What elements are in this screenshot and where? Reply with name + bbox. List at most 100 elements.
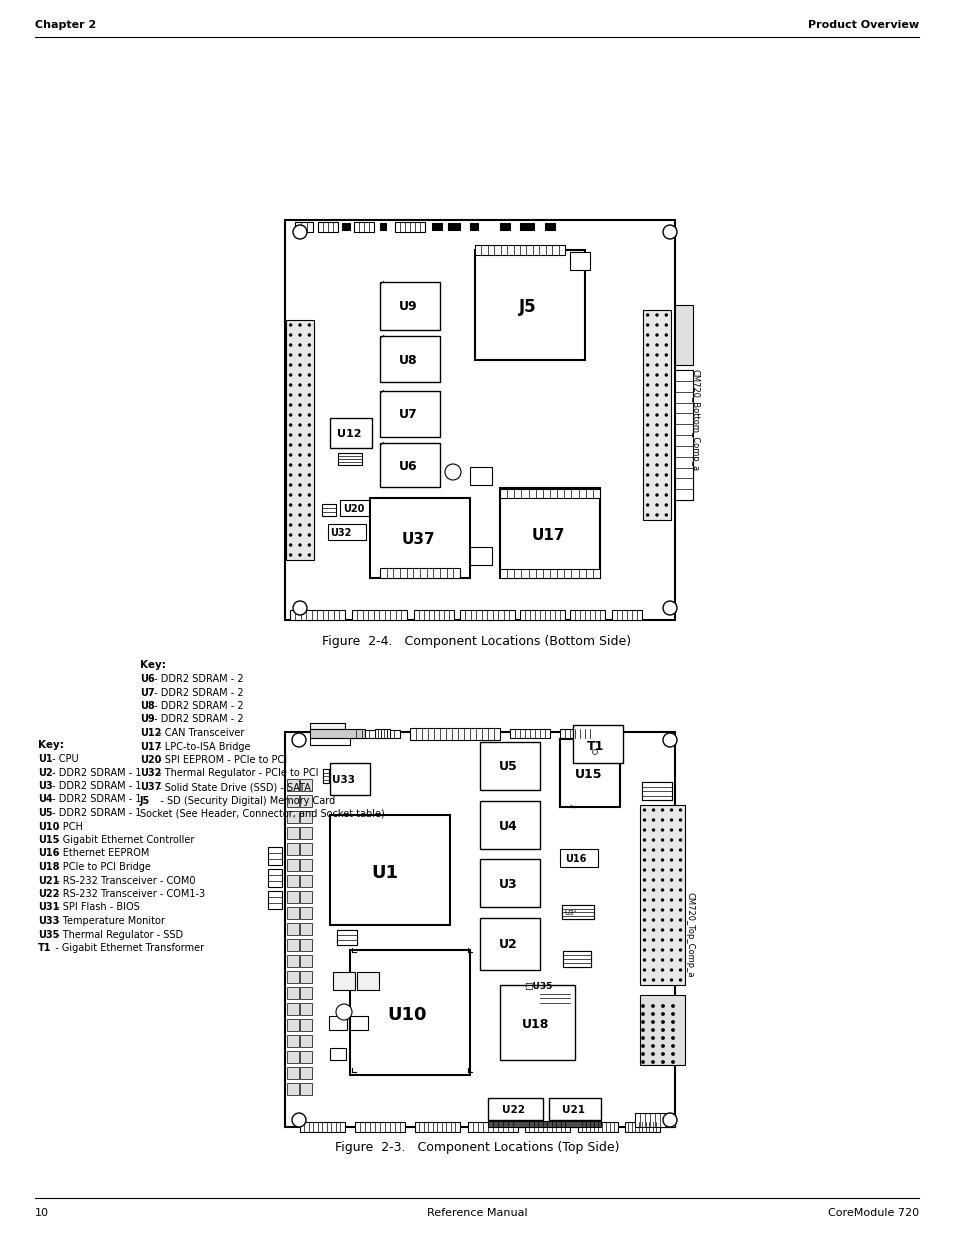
Circle shape — [290, 464, 292, 466]
Circle shape — [664, 333, 667, 336]
Bar — [350, 1016, 368, 1030]
Circle shape — [290, 514, 292, 516]
Bar — [287, 795, 298, 806]
Text: U4: U4 — [38, 794, 52, 804]
Bar — [470, 467, 492, 485]
Bar — [317, 222, 337, 232]
Circle shape — [671, 1061, 674, 1063]
Text: U7: U7 — [140, 688, 154, 698]
Circle shape — [651, 1013, 654, 1015]
Circle shape — [660, 819, 662, 821]
Bar — [330, 417, 372, 448]
Circle shape — [679, 960, 680, 961]
Bar — [287, 906, 298, 919]
Circle shape — [679, 889, 680, 890]
Circle shape — [660, 979, 662, 981]
Circle shape — [298, 414, 301, 416]
Circle shape — [298, 354, 301, 356]
Text: - DDR2 SDRAM - 2: - DDR2 SDRAM - 2 — [151, 674, 243, 684]
Circle shape — [670, 919, 672, 921]
Bar — [287, 844, 298, 855]
Bar — [459, 610, 515, 620]
Text: U20: U20 — [343, 504, 364, 514]
Bar — [310, 729, 365, 739]
Circle shape — [656, 494, 658, 496]
Bar — [370, 498, 470, 578]
Text: Key:: Key: — [140, 659, 166, 671]
Bar — [299, 1003, 312, 1015]
Bar — [299, 1123, 345, 1132]
Circle shape — [679, 979, 680, 981]
Circle shape — [656, 404, 658, 406]
Circle shape — [664, 504, 667, 506]
Circle shape — [679, 909, 680, 911]
Bar — [414, 610, 454, 620]
Circle shape — [652, 909, 654, 911]
Bar — [539, 989, 569, 1007]
Bar — [675, 305, 692, 366]
Circle shape — [646, 374, 648, 375]
Text: U22: U22 — [502, 1105, 525, 1115]
Bar — [299, 906, 312, 919]
Circle shape — [651, 1005, 654, 1008]
Circle shape — [290, 504, 292, 506]
Text: J5: J5 — [140, 795, 150, 805]
Circle shape — [670, 960, 672, 961]
Circle shape — [660, 960, 662, 961]
Bar — [299, 939, 312, 951]
Text: - Ethernet EEPROM: - Ethernet EEPROM — [53, 848, 150, 858]
Bar — [569, 252, 589, 270]
Circle shape — [671, 1045, 674, 1047]
Text: Socket (See Header, Connector, and Socket table): Socket (See Header, Connector, and Socke… — [140, 809, 384, 819]
Bar — [519, 224, 534, 230]
Circle shape — [651, 1021, 654, 1024]
Bar — [287, 923, 298, 935]
Circle shape — [308, 514, 310, 516]
Circle shape — [670, 909, 672, 911]
Circle shape — [679, 848, 680, 851]
Circle shape — [670, 948, 672, 951]
Circle shape — [308, 543, 310, 546]
Circle shape — [646, 484, 648, 487]
Circle shape — [646, 384, 648, 387]
Text: - Thermal Regulator - SSD: - Thermal Regulator - SSD — [53, 930, 183, 940]
Text: U12: U12 — [336, 429, 361, 438]
Circle shape — [660, 809, 662, 811]
Text: U2: U2 — [498, 939, 517, 951]
Circle shape — [308, 445, 310, 446]
Circle shape — [643, 839, 645, 841]
Bar — [287, 1067, 298, 1079]
Circle shape — [652, 948, 654, 951]
Circle shape — [641, 1029, 643, 1031]
Circle shape — [679, 839, 680, 841]
Circle shape — [660, 909, 662, 911]
Bar — [287, 1051, 298, 1063]
Circle shape — [656, 454, 658, 456]
Circle shape — [670, 860, 672, 861]
Text: U20: U20 — [140, 755, 161, 764]
Circle shape — [660, 919, 662, 921]
Circle shape — [308, 555, 310, 556]
Text: Key:: Key: — [38, 740, 64, 750]
Text: - Gigabit Ethernet Transformer: - Gigabit Ethernet Transformer — [49, 944, 204, 953]
Bar — [337, 453, 361, 466]
Bar — [287, 1003, 298, 1015]
Bar — [287, 955, 298, 967]
Circle shape — [290, 534, 292, 536]
Circle shape — [661, 1021, 663, 1024]
Circle shape — [656, 514, 658, 516]
Bar — [561, 905, 594, 919]
Bar — [470, 224, 477, 230]
Bar — [479, 918, 539, 969]
Circle shape — [643, 819, 645, 821]
Circle shape — [646, 464, 648, 466]
Circle shape — [308, 404, 310, 406]
Circle shape — [641, 1061, 643, 1063]
Circle shape — [298, 534, 301, 536]
Circle shape — [660, 860, 662, 861]
Bar — [350, 950, 470, 1074]
Text: J5: J5 — [518, 298, 537, 316]
Text: U3¹: U3¹ — [563, 910, 576, 916]
Circle shape — [646, 333, 648, 336]
Bar — [299, 844, 312, 855]
